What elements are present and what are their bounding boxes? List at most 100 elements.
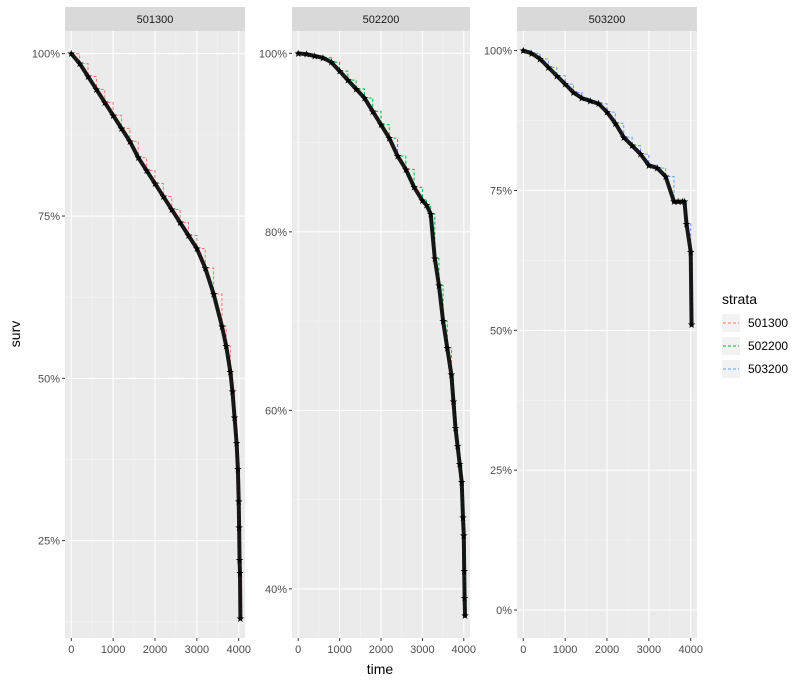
y-tick-label: 25% bbox=[38, 536, 60, 548]
legend: strata 501300 502200 503200 bbox=[722, 291, 788, 378]
data-point: ★ bbox=[377, 120, 386, 131]
legend-item-502200: 502200 bbox=[722, 337, 788, 355]
x-tick-label: 2000 bbox=[369, 644, 393, 656]
y-tick-label: 100% bbox=[32, 49, 60, 61]
censor-band-501300 bbox=[69, 51, 243, 621]
data-point: ★ bbox=[343, 76, 352, 87]
data-point: ★ bbox=[393, 151, 402, 162]
data-point: ★ bbox=[352, 85, 361, 96]
data-point: ★ bbox=[686, 247, 695, 258]
data-point: ★ bbox=[443, 343, 452, 354]
data-point: ★ bbox=[653, 164, 662, 175]
data-point: ★ bbox=[92, 85, 101, 96]
data-point: ★ bbox=[628, 141, 637, 152]
strip-label: 503200 bbox=[589, 14, 626, 26]
x-tick-label: 0 bbox=[295, 644, 301, 656]
x-tick-label: 3000 bbox=[637, 644, 661, 656]
y-tick-label: 75% bbox=[38, 211, 60, 223]
data-point: ★ bbox=[67, 49, 76, 60]
data-point: ★ bbox=[134, 153, 143, 164]
censor-band-502200 bbox=[296, 51, 468, 618]
data-point: ★ bbox=[176, 218, 185, 229]
y-tick-label: 40% bbox=[265, 584, 287, 596]
x-tick-label: 0 bbox=[520, 644, 526, 656]
y-tick-label: 0% bbox=[496, 605, 512, 617]
data-point: ★ bbox=[426, 209, 435, 220]
data-point: ★ bbox=[75, 59, 84, 70]
data-point: ★ bbox=[536, 54, 545, 65]
data-point: ★ bbox=[167, 205, 176, 216]
data-point: ★ bbox=[209, 289, 218, 300]
data-point: ★ bbox=[434, 281, 443, 292]
legend-item-501300: 501300 bbox=[722, 314, 788, 332]
data-point: ★ bbox=[680, 197, 689, 208]
data-point: ★ bbox=[577, 94, 586, 105]
data-point: ★ bbox=[678, 197, 687, 208]
legend-title: strata bbox=[722, 291, 757, 307]
x-tick-label: 1000 bbox=[101, 644, 125, 656]
data-point: ★ bbox=[192, 244, 201, 255]
data-point: ★ bbox=[335, 67, 344, 78]
data-point: ★ bbox=[235, 556, 244, 567]
legend-label: 502200 bbox=[748, 339, 788, 353]
legend-item-503200: 503200 bbox=[722, 360, 788, 378]
data-point: ★ bbox=[230, 413, 239, 424]
data-point: ★ bbox=[184, 231, 193, 242]
data-point: ★ bbox=[142, 166, 151, 177]
x-tick-label: 4000 bbox=[226, 644, 250, 656]
data-point: ★ bbox=[455, 459, 464, 470]
x-tick-label: 1000 bbox=[327, 644, 351, 656]
data-point: ★ bbox=[453, 442, 462, 453]
data-point: ★ bbox=[611, 119, 620, 130]
data-point: ★ bbox=[661, 172, 670, 183]
x-tick-label: 1000 bbox=[553, 644, 577, 656]
data-point: ★ bbox=[644, 161, 653, 172]
data-point: ★ bbox=[84, 72, 93, 83]
strip-503200 bbox=[517, 7, 697, 31]
censor-band-503200 bbox=[521, 48, 694, 327]
strip-label: 501300 bbox=[137, 14, 174, 26]
x-tick-label: 0 bbox=[68, 644, 74, 656]
data-point: ★ bbox=[151, 179, 160, 190]
data-point: ★ bbox=[385, 134, 394, 145]
data-point: ★ bbox=[669, 197, 678, 208]
y-tick-label: 80% bbox=[265, 227, 287, 239]
data-point: ★ bbox=[236, 614, 245, 625]
data-point: ★ bbox=[439, 317, 448, 328]
data-point: ★ bbox=[459, 531, 468, 542]
data-point: ★ bbox=[594, 99, 603, 110]
data-point: ★ bbox=[674, 197, 683, 208]
y-tick-label: 50% bbox=[38, 373, 60, 385]
data-point: ★ bbox=[460, 593, 469, 604]
x-tick-label: 2000 bbox=[143, 644, 167, 656]
data-point: ★ bbox=[109, 111, 118, 122]
data-point: ★ bbox=[527, 49, 536, 60]
data-point: ★ bbox=[682, 220, 691, 231]
data-point: ★ bbox=[226, 367, 235, 378]
strip-label: 502200 bbox=[363, 14, 400, 26]
data-point: ★ bbox=[327, 58, 336, 69]
data-point: ★ bbox=[561, 80, 570, 91]
data-point: ★ bbox=[217, 322, 226, 333]
data-point: ★ bbox=[451, 424, 460, 435]
data-point: ★ bbox=[234, 497, 243, 508]
y-tick-label: 75% bbox=[490, 185, 512, 197]
data-point: ★ bbox=[460, 567, 469, 578]
data-point: ★ bbox=[519, 46, 528, 57]
data-point: ★ bbox=[233, 465, 242, 476]
y-axis-title: surv bbox=[7, 321, 23, 347]
data-point: ★ bbox=[401, 165, 410, 176]
data-point: ★ bbox=[569, 88, 578, 99]
y-tick-label: 100% bbox=[484, 46, 512, 58]
x-tick-label: 2000 bbox=[595, 644, 619, 656]
data-point: ★ bbox=[449, 397, 458, 408]
legend-label: 501300 bbox=[748, 316, 788, 330]
data-point: ★ bbox=[159, 192, 168, 203]
data-point: ★ bbox=[461, 611, 470, 622]
legend-label: 503200 bbox=[748, 362, 788, 376]
data-point: ★ bbox=[302, 50, 311, 61]
